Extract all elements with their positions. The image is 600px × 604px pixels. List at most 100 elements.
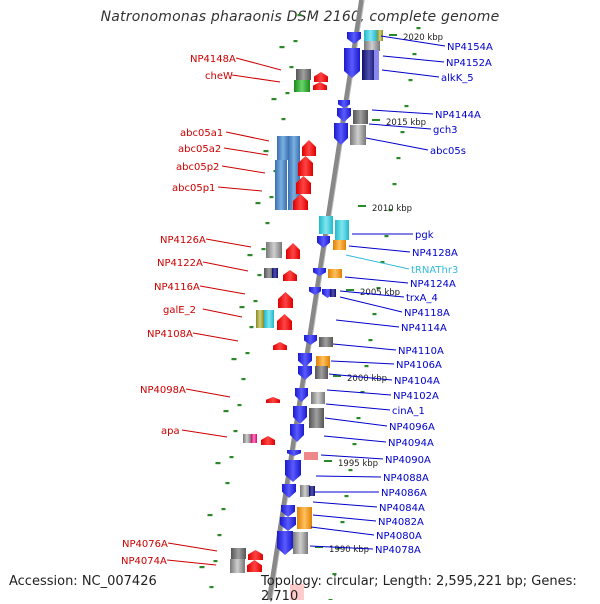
kbp-scale-label: 2005 kbp — [360, 288, 400, 298]
tick-mark-left — [253, 300, 258, 303]
leader-line-right — [365, 137, 429, 151]
leader-line-left — [232, 74, 281, 83]
gene-label-left: galE_2 — [163, 305, 196, 316]
tick-mark-left — [245, 352, 250, 355]
gene-block — [304, 452, 318, 460]
leader-line-left — [235, 57, 282, 71]
reverse-strand-gene — [278, 292, 293, 308]
gene-label-right: pgk — [415, 230, 434, 241]
leader-line-right — [326, 389, 392, 396]
leader-line-left — [225, 131, 270, 142]
forward-strand-gene — [298, 353, 312, 367]
kbp-scale-label: 1995 kbp — [338, 459, 378, 469]
gene-block — [377, 30, 383, 41]
gene-label-right: trxA_4 — [406, 293, 438, 304]
leader-line-right — [312, 501, 378, 508]
gene-label-right: abc05s — [430, 146, 466, 157]
forward-strand-gene — [344, 48, 360, 78]
gene-label-right: NP4106A — [396, 360, 442, 371]
gene-block — [364, 30, 377, 41]
tick-mark-right — [376, 287, 381, 290]
tick-mark-left — [221, 508, 226, 511]
tick-mark-right — [380, 261, 385, 264]
forward-strand-gene — [287, 450, 301, 456]
gene-label-right: NP4096A — [389, 422, 435, 433]
leader-line-right — [335, 319, 400, 328]
leader-line-right — [371, 109, 434, 115]
leader-line-right — [312, 514, 377, 522]
gene-label-right: NP4144A — [435, 110, 481, 121]
tick-mark-left — [239, 306, 245, 309]
tick-mark-left — [257, 274, 262, 277]
kbp-tick — [333, 375, 341, 377]
gene-block — [319, 216, 333, 234]
tick-mark-left — [213, 560, 218, 563]
leader-line-right — [382, 55, 445, 63]
tick-mark-left — [199, 566, 205, 569]
tick-mark-right — [372, 313, 377, 316]
leader-line-right — [330, 360, 395, 365]
reverse-strand-gene — [293, 194, 308, 210]
tick-mark-left — [255, 202, 261, 205]
leader-line-left — [202, 308, 243, 318]
forward-strand-gene — [338, 100, 350, 108]
tick-mark-left — [293, 40, 298, 43]
gene-block — [333, 240, 346, 250]
reverse-strand-gene — [296, 176, 311, 194]
gene-label-right: NP4118A — [404, 308, 450, 319]
leader-line-left — [224, 147, 269, 156]
gene-label-left: NP4116A — [154, 282, 200, 293]
gene-label-left: NP4122A — [157, 258, 203, 269]
tick-mark-right — [340, 521, 345, 524]
tick-mark-left — [271, 98, 277, 101]
reverse-strand-gene — [298, 156, 313, 176]
gene-label-left: NP4098A — [140, 385, 186, 396]
leader-line-right — [328, 373, 393, 381]
tick-mark-right — [412, 53, 417, 56]
kbp-scale-label: 2000 kbp — [347, 374, 387, 384]
gene-label-right: NP4154A — [447, 42, 493, 53]
leader-line-right — [309, 545, 374, 550]
gene-block — [374, 50, 379, 80]
kbp-scale-label: 1990 kbp — [329, 545, 369, 555]
tick-mark-right — [368, 339, 373, 342]
reverse-strand-gene — [261, 436, 275, 445]
gene-label-right: NP4080A — [376, 531, 422, 542]
kbp-tick — [389, 34, 397, 36]
tick-mark-left — [209, 586, 214, 589]
leader-line-right — [380, 35, 446, 47]
tick-mark-right — [392, 183, 397, 186]
leader-line-right — [323, 435, 387, 443]
reverse-strand-gene — [283, 270, 297, 281]
gene-block — [290, 584, 304, 600]
gene-block — [256, 310, 264, 328]
gene-label-left: NP4076A — [122, 539, 168, 550]
tick-mark-left — [223, 410, 229, 413]
leader-line-right — [381, 69, 440, 78]
forward-strand-gene — [282, 484, 296, 498]
gene-block — [277, 136, 289, 160]
gene-block — [311, 392, 325, 404]
leader-line-left — [167, 559, 217, 566]
kbp-tick — [358, 205, 366, 207]
tick-mark-right — [364, 365, 369, 368]
kbp-tick — [346, 289, 354, 291]
gene-block — [353, 110, 368, 124]
gene-label-right: NP4110A — [398, 346, 444, 357]
forward-strand-gene — [313, 268, 326, 276]
tick-mark-right — [408, 79, 413, 82]
gene-label-right: NP4128A — [412, 248, 458, 259]
gene-label-left: NP4108A — [147, 329, 193, 340]
gene-label-right: gch3 — [433, 125, 458, 136]
gene-label-right: NP4102A — [393, 391, 439, 402]
gene-block — [309, 486, 315, 496]
tick-mark-right — [400, 131, 405, 134]
gene-block — [330, 289, 336, 297]
leader-line-left — [222, 165, 266, 174]
reverse-strand-gene — [273, 342, 287, 350]
gene-block — [293, 532, 308, 554]
gene-label-left: abc05a2 — [178, 144, 221, 155]
accession-label: Accession: NC_007426 — [9, 574, 157, 589]
